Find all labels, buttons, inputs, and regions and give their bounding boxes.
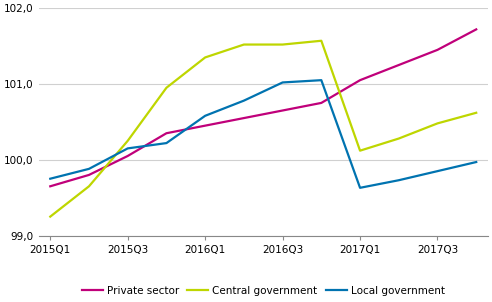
Central government (279, 43, 285, 47)
Private sector (202, 124, 208, 127)
Local government (396, 178, 402, 182)
Line: Local government: Local government (50, 80, 476, 188)
Central government (357, 149, 363, 153)
Line: Central government: Central government (50, 41, 476, 217)
Private sector (357, 78, 363, 82)
Private sector (434, 48, 440, 52)
Local government (357, 186, 363, 190)
Central government (125, 139, 131, 143)
Central government (241, 43, 247, 47)
Private sector (396, 63, 402, 67)
Legend: Private sector, Central government, Local government: Private sector, Central government, Loca… (78, 282, 449, 300)
Private sector (279, 109, 285, 112)
Private sector (241, 116, 247, 120)
Private sector (47, 185, 53, 188)
Central government (473, 111, 479, 114)
Local government (473, 160, 479, 164)
Local government (241, 99, 247, 102)
Central government (202, 56, 208, 59)
Central government (163, 86, 169, 90)
Private sector (473, 27, 479, 31)
Local government (47, 177, 53, 181)
Central government (318, 39, 324, 43)
Local government (279, 81, 285, 84)
Private sector (318, 101, 324, 105)
Central government (434, 122, 440, 125)
Local government (86, 167, 92, 171)
Local government (163, 141, 169, 145)
Local government (434, 169, 440, 173)
Line: Private sector: Private sector (50, 29, 476, 186)
Local government (318, 78, 324, 82)
Local government (202, 114, 208, 117)
Central government (396, 137, 402, 140)
Private sector (125, 154, 131, 158)
Central government (86, 185, 92, 188)
Private sector (163, 131, 169, 135)
Private sector (86, 173, 92, 177)
Central government (47, 215, 53, 218)
Local government (125, 146, 131, 150)
